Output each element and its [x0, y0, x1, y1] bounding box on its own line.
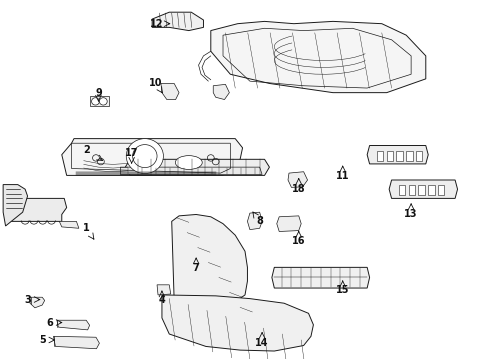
- Text: 10: 10: [149, 78, 163, 89]
- Polygon shape: [211, 21, 426, 93]
- Bar: [428, 185, 435, 195]
- Polygon shape: [121, 167, 262, 175]
- Polygon shape: [157, 285, 171, 295]
- Bar: [399, 185, 405, 195]
- Polygon shape: [59, 221, 79, 228]
- Polygon shape: [30, 297, 45, 308]
- Polygon shape: [62, 139, 243, 175]
- Polygon shape: [3, 185, 27, 226]
- Polygon shape: [162, 295, 314, 351]
- Text: 5: 5: [39, 335, 46, 345]
- Text: 13: 13: [404, 210, 418, 220]
- Polygon shape: [10, 198, 67, 221]
- Bar: [406, 150, 413, 161]
- Polygon shape: [367, 145, 428, 164]
- Bar: [377, 150, 383, 161]
- Bar: [438, 185, 444, 195]
- Polygon shape: [272, 267, 369, 288]
- Bar: [396, 150, 403, 161]
- Text: 17: 17: [125, 148, 138, 158]
- Circle shape: [92, 98, 99, 105]
- Polygon shape: [247, 212, 262, 230]
- Text: 6: 6: [46, 318, 53, 328]
- Polygon shape: [57, 320, 90, 330]
- Text: 11: 11: [336, 171, 349, 181]
- Text: 12: 12: [150, 19, 164, 29]
- Ellipse shape: [175, 156, 202, 170]
- Polygon shape: [90, 96, 109, 107]
- Text: 18: 18: [292, 184, 306, 194]
- Text: 14: 14: [255, 338, 269, 348]
- Text: 8: 8: [256, 216, 263, 226]
- Bar: [387, 150, 393, 161]
- Text: 15: 15: [336, 285, 349, 295]
- Text: 4: 4: [159, 296, 165, 305]
- Text: 9: 9: [95, 87, 102, 98]
- Bar: [418, 185, 425, 195]
- Text: 7: 7: [193, 263, 199, 273]
- Bar: [416, 150, 422, 161]
- Text: 2: 2: [83, 145, 90, 155]
- Polygon shape: [53, 336, 99, 349]
- Polygon shape: [213, 84, 229, 100]
- Text: 1: 1: [83, 223, 90, 233]
- Polygon shape: [389, 180, 458, 198]
- Polygon shape: [152, 12, 203, 31]
- Circle shape: [126, 139, 163, 174]
- Polygon shape: [277, 216, 301, 231]
- Text: 16: 16: [292, 236, 305, 246]
- Polygon shape: [125, 159, 270, 175]
- Polygon shape: [288, 172, 308, 187]
- Bar: [409, 185, 415, 195]
- Polygon shape: [172, 215, 247, 313]
- Circle shape: [99, 98, 107, 105]
- Text: 3: 3: [24, 294, 31, 305]
- Polygon shape: [161, 84, 179, 100]
